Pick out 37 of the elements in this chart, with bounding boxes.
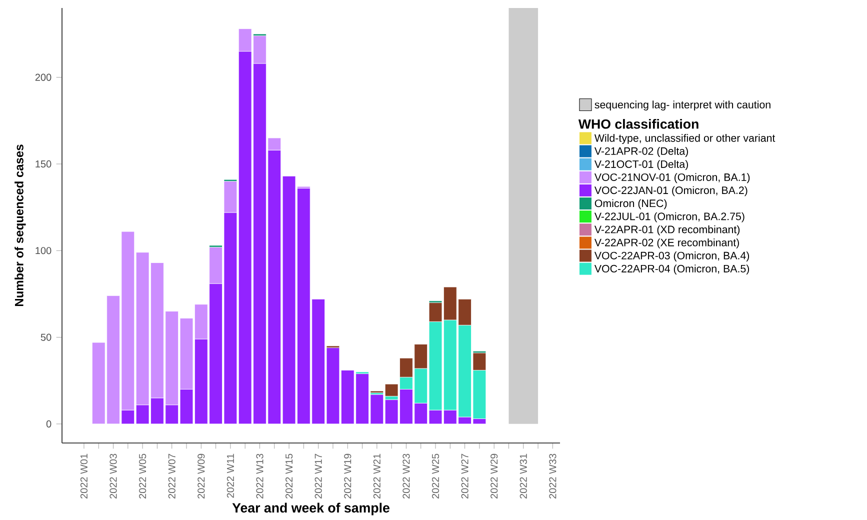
x-tick-label: 2022 W27 [461,454,468,499]
legend-label: VOC-22APR-04 (Omicron, BA.5) [594,264,750,275]
x-tick-label: 2022 W11 [226,454,234,498]
x-tick-label: 2022 W03 [110,454,117,499]
y-tick-label: 100 [36,247,52,254]
x-tick-label: 2022 W09 [198,454,205,499]
legend-label: VOC-21NOV-01 (Omicron, BA.1) [594,173,750,184]
x-tick-label: 2022 W23 [402,454,410,499]
x-axis-title: Year and week of sample [232,502,390,516]
legend-label: VOC-22JAN-01 (Omicron, BA.2) [594,186,748,196]
y-tick-label: 0 [46,420,52,428]
legend-label: V-21APR-02 (Delta) [594,147,688,158]
y-axis-title: Number of sequenced cases [14,144,26,306]
y-tick-label: 200 [35,74,52,82]
legend-label: V-22APR-02 (XE recombinant) [594,238,739,249]
y-tick-label: 150 [36,160,52,168]
legend-label: VOC-22APR-03 (Omicron, BA.4) [594,252,750,262]
x-tick-label: 2022 W33 [549,454,556,499]
x-tick-label: 2022 W17 [314,454,322,499]
legend-label: V-21OCT-01 (Delta) [594,160,688,170]
x-tick-label: 2022 W01 [80,454,88,499]
y-tick-label: 50 [40,334,52,341]
legend-label: Omicron (NEC) [594,199,667,210]
x-tick-label: 2022 W31 [520,454,527,499]
text: sequencing lag- interpret with caution [594,100,770,111]
x-tick-label: 2022 W15 [285,454,293,499]
x-tick-label: 2022 W29 [490,454,498,499]
legend-title: WHO classification [578,119,698,129]
legend-label: Wild-type, unclassified or other variant [594,134,776,144]
legend-label: V-22APR-01 (XD recombinant) [594,226,740,236]
x-tick-label: 2022 W07 [168,454,176,499]
x-tick-label: 2022 W13 [256,454,264,499]
x-tick-label: 2022 W25 [432,454,440,499]
x-tick-label: 2022 W19 [344,454,352,499]
x-tick-label: 2022 W21 [373,454,380,499]
x-tick-label: 2022 W05 [139,454,146,499]
legend-label: V-22JUL-01 (Omicron, BA.2.75) [594,212,744,222]
